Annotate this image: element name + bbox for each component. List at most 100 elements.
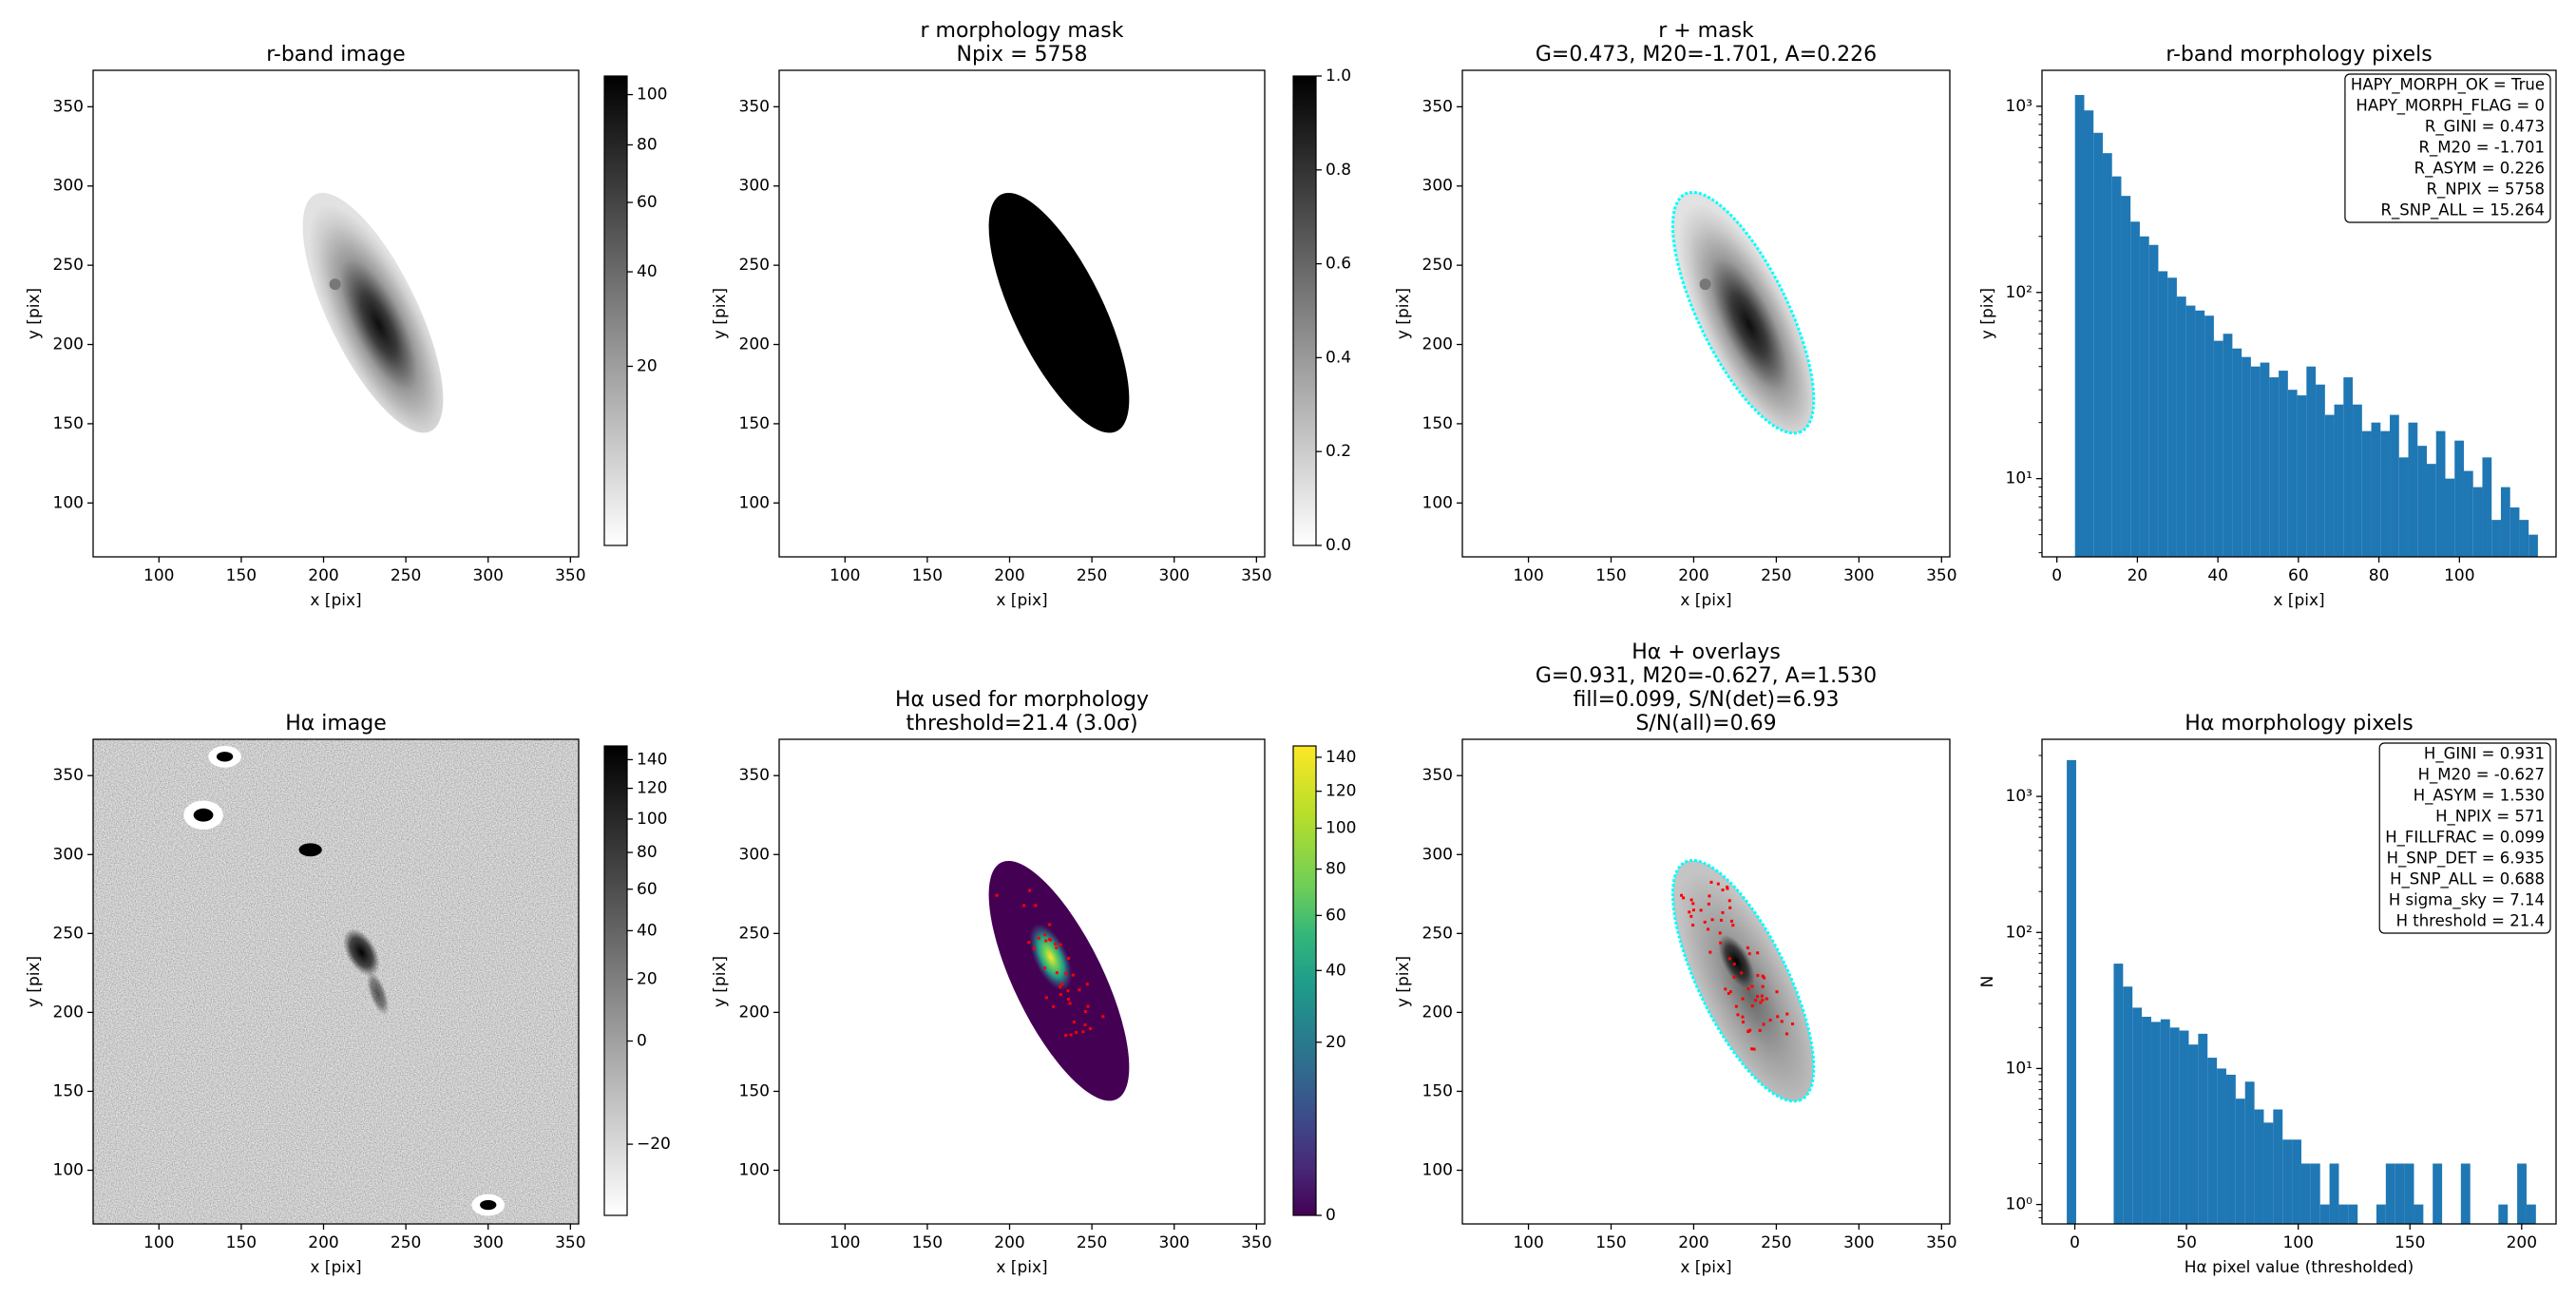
y-tick-label: 200 <box>1422 335 1453 354</box>
y-tick-label: 250 <box>53 924 84 943</box>
bar <box>2528 534 2538 557</box>
bar <box>2343 377 2354 557</box>
colorbar-tick-label: 60 <box>1326 906 1346 925</box>
bar <box>2519 520 2529 557</box>
x-tick-label: 150 <box>226 1233 257 1252</box>
bar <box>2263 1122 2274 1224</box>
colorbar-tick-label: 140 <box>1326 748 1356 767</box>
colorbar <box>1292 75 1317 546</box>
bar <box>2500 487 2510 557</box>
overlay-dot <box>1703 920 1707 924</box>
bar <box>2207 1058 2218 1224</box>
overlay-dot <box>1075 1030 1078 1034</box>
plot-area <box>2067 759 2536 1224</box>
y-tick-label: 10² <box>2006 283 2032 302</box>
x-axis-label: x [pix] <box>310 591 361 610</box>
annotation-line: HAPY_MORPH_OK = True <box>2351 76 2545 95</box>
panel-title: Hα morphology pixels <box>2185 712 2413 735</box>
star <box>298 843 322 857</box>
overlay-dot <box>1750 984 1754 988</box>
overlay-dot <box>1680 893 1684 897</box>
y-tick-label: 150 <box>53 1081 84 1100</box>
overlay-dot <box>1060 983 1064 986</box>
overlay-dot <box>1682 896 1686 900</box>
galaxy-core <box>1718 934 1755 989</box>
x-tick-label: 300 <box>473 566 504 585</box>
overlay-dot <box>1083 1023 1087 1027</box>
bar <box>2093 132 2103 557</box>
bar <box>2160 1019 2170 1224</box>
panel-title: r morphology mask <box>920 19 1123 43</box>
bar <box>2433 1163 2443 1224</box>
y-axis-label: y [pix] <box>1394 288 1413 339</box>
overlay-dot <box>1721 910 1725 914</box>
bar <box>2150 1022 2161 1224</box>
overlay-dot <box>1719 941 1723 945</box>
bar <box>2376 1204 2386 1224</box>
y-tick-label: 10³ <box>2006 97 2032 116</box>
annotation-line: H_GINI = 0.931 <box>2424 745 2545 764</box>
overlay-dot <box>1034 904 1038 907</box>
overlay-dot <box>1731 924 1735 927</box>
bar <box>2300 1163 2311 1224</box>
x-tick-label: 50 <box>2176 1233 2197 1252</box>
panel-title: Hα + overlays <box>1631 640 1781 664</box>
overlay-dot <box>1054 943 1058 946</box>
y-tick-label: 250 <box>1422 256 1453 275</box>
bar <box>2353 404 2362 557</box>
overlay-dot <box>1726 885 1729 888</box>
overlay-dot <box>1765 997 1768 1001</box>
bar <box>2334 404 2344 557</box>
y-tick-label: 350 <box>1422 97 1453 116</box>
y-tick-label: 10¹ <box>2006 469 2032 488</box>
y-tick-label: 10⁰ <box>2006 1195 2033 1214</box>
bar <box>2067 759 2076 1224</box>
bar <box>2310 1163 2320 1224</box>
overlay-dot <box>1691 902 1695 906</box>
colorbar-tick-label: 20 <box>637 970 658 989</box>
overlay-dot <box>1759 1001 1763 1004</box>
axes-frame <box>2041 738 2557 1225</box>
axes-frame <box>1461 69 1951 558</box>
colorbar-tick-label: 0 <box>637 1032 647 1051</box>
x-tick-label: 300 <box>1843 1233 1874 1252</box>
annotation-box: HAPY_MORPH_OK = True HAPY_MORPH_FLAG = 0 R… <box>2344 73 2551 223</box>
x-tick-label: 200 <box>1678 566 1708 585</box>
colorbar-tick-label: −20 <box>637 1135 671 1154</box>
x-axis-label: x [pix] <box>996 1258 1047 1277</box>
bar <box>2526 1204 2536 1224</box>
overlay-dot <box>1740 971 1744 975</box>
axes-frame <box>1461 738 1951 1225</box>
colorbar-tick-label: 100 <box>1326 819 1356 838</box>
x-tick-label: 100 <box>830 1233 860 1252</box>
bar <box>2385 1163 2395 1224</box>
overlay-dot <box>1078 988 1081 992</box>
y-tick-label: 10² <box>2006 923 2032 942</box>
x-tick-label: 300 <box>1159 566 1190 585</box>
x-tick-label: 250 <box>1077 1233 1107 1252</box>
annotation-box: H_GINI = 0.931 H_M20 = -0.627 H_ASYM = 1.5… <box>2378 742 2551 934</box>
overlay-dot <box>1728 990 1732 994</box>
annotation-line: H_SNP_ALL = 0.688 <box>2390 870 2545 889</box>
overlay-dot <box>1708 950 1712 954</box>
plot-area <box>1670 858 1816 1103</box>
x-tick-label: 250 <box>1077 566 1107 585</box>
bar <box>2287 390 2298 557</box>
overlay-dot <box>995 893 999 897</box>
panel-title: S/N(all)=0.69 <box>1635 712 1776 735</box>
panel-title: threshold=21.4 (3.0σ) <box>906 712 1137 735</box>
bar <box>2348 1204 2358 1224</box>
bar <box>2371 422 2381 557</box>
x-tick-label: 0 <box>2070 1233 2080 1252</box>
overlay-dot <box>1032 946 1036 950</box>
y-tick-label: 150 <box>1422 414 1453 433</box>
x-tick-label: 150 <box>226 566 257 585</box>
galaxy-tail <box>367 971 390 1016</box>
colorbar <box>1292 745 1317 1216</box>
bar <box>2179 1030 2189 1224</box>
x-axis-label: x [pix] <box>996 591 1047 610</box>
bar <box>2102 153 2112 557</box>
star <box>480 1199 497 1211</box>
bar <box>2074 94 2085 557</box>
y-tick-label: 350 <box>739 97 770 116</box>
